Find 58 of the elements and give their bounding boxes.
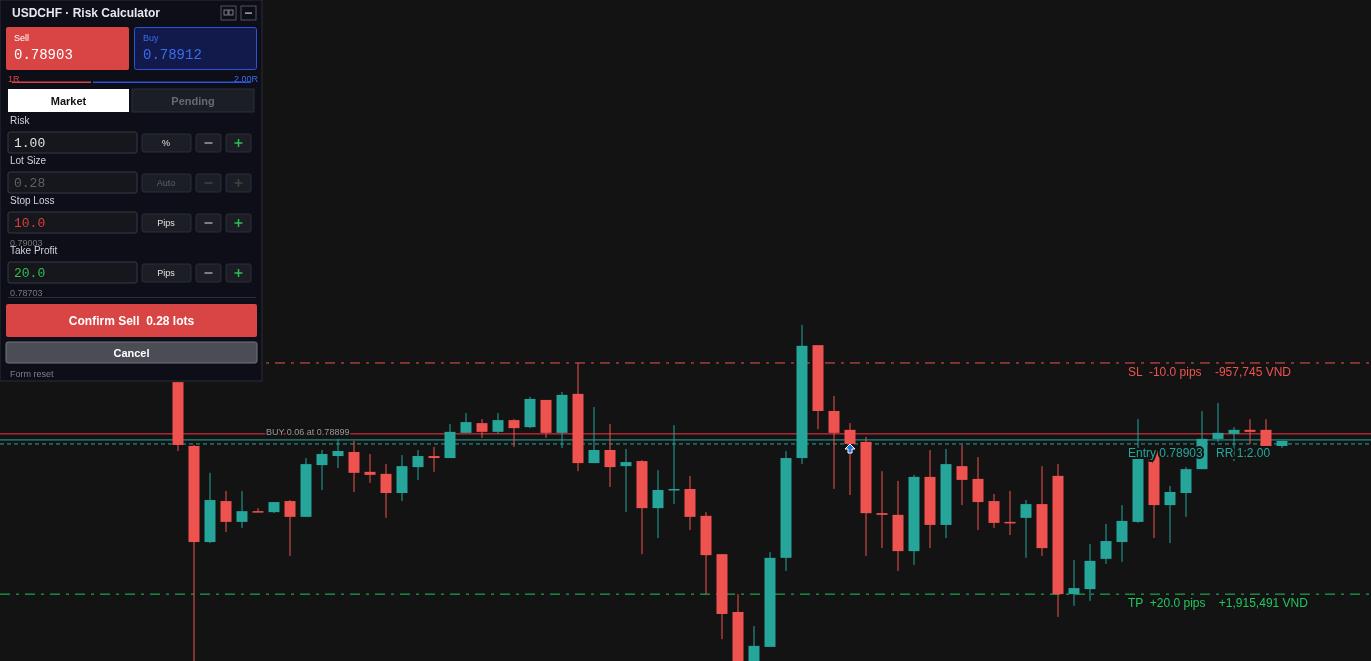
text: 0.28 — [14, 176, 46, 191]
candlestick — [1164, 485, 1176, 544]
candlestick — [1100, 523, 1112, 565]
ref-line-label: SL -10.0 pips -957,745 VND — [1128, 364, 1292, 379]
candlestick — [412, 449, 424, 481]
candlestick — [748, 625, 760, 661]
candlestick — [1020, 499, 1032, 559]
text: Form reset — [10, 369, 55, 379]
text: 2.00R — [233, 74, 259, 84]
candlestick — [1068, 559, 1080, 607]
text: Buy — [143, 33, 160, 43]
candlestick — [476, 418, 488, 439]
candlestick — [284, 499, 296, 557]
candlestick — [604, 423, 616, 488]
text: 1R — [8, 74, 21, 84]
text: % — [161, 138, 171, 148]
candlestick — [876, 470, 888, 549]
candlestick — [428, 446, 440, 473]
text: Pending — [171, 95, 215, 107]
candlestick — [252, 507, 264, 513]
text: Pips — [157, 218, 176, 228]
candlestick — [508, 418, 520, 448]
text: Pips — [157, 268, 176, 278]
candlestick — [1244, 418, 1256, 445]
candlestick — [972, 456, 984, 531]
candlestick — [1180, 466, 1192, 518]
text: Stop Loss — [10, 195, 55, 206]
candlestick — [652, 469, 664, 539]
candlestick — [492, 412, 504, 435]
text: Lot Size — [10, 155, 47, 166]
candlestick — [348, 440, 360, 493]
candlestick — [364, 453, 376, 484]
candlestick — [236, 490, 248, 529]
text: 0.78912 — [143, 47, 202, 63]
candlestick — [220, 490, 232, 533]
text: Cancel — [113, 347, 150, 359]
candlestick — [956, 444, 968, 506]
text: Sell — [14, 33, 30, 43]
text: USDCHF · Risk Calculator — [12, 6, 161, 20]
text: 0.78903 — [14, 47, 73, 63]
text: 1.00 — [14, 136, 46, 151]
candlestick — [460, 412, 472, 434]
text: 20.0 — [14, 266, 46, 281]
candlestick — [380, 463, 392, 519]
text: Risk — [10, 115, 31, 126]
annotation: Confirm Sell 0.28 lots — [68, 314, 195, 328]
text: Market — [50, 95, 87, 107]
text: 0.78703 — [10, 288, 43, 298]
candlestick — [988, 493, 1000, 529]
candlestick — [620, 448, 632, 513]
candlestick — [828, 395, 840, 490]
text: 10.0 — [14, 216, 46, 231]
text: Auto — [156, 178, 176, 188]
candlestick — [1116, 504, 1128, 563]
ref-line-label: TP +20.0 pips +1,915,491 VND — [1128, 596, 1309, 611]
candlestick — [316, 449, 328, 491]
candlestick — [1260, 418, 1272, 447]
candlestick — [844, 422, 856, 496]
